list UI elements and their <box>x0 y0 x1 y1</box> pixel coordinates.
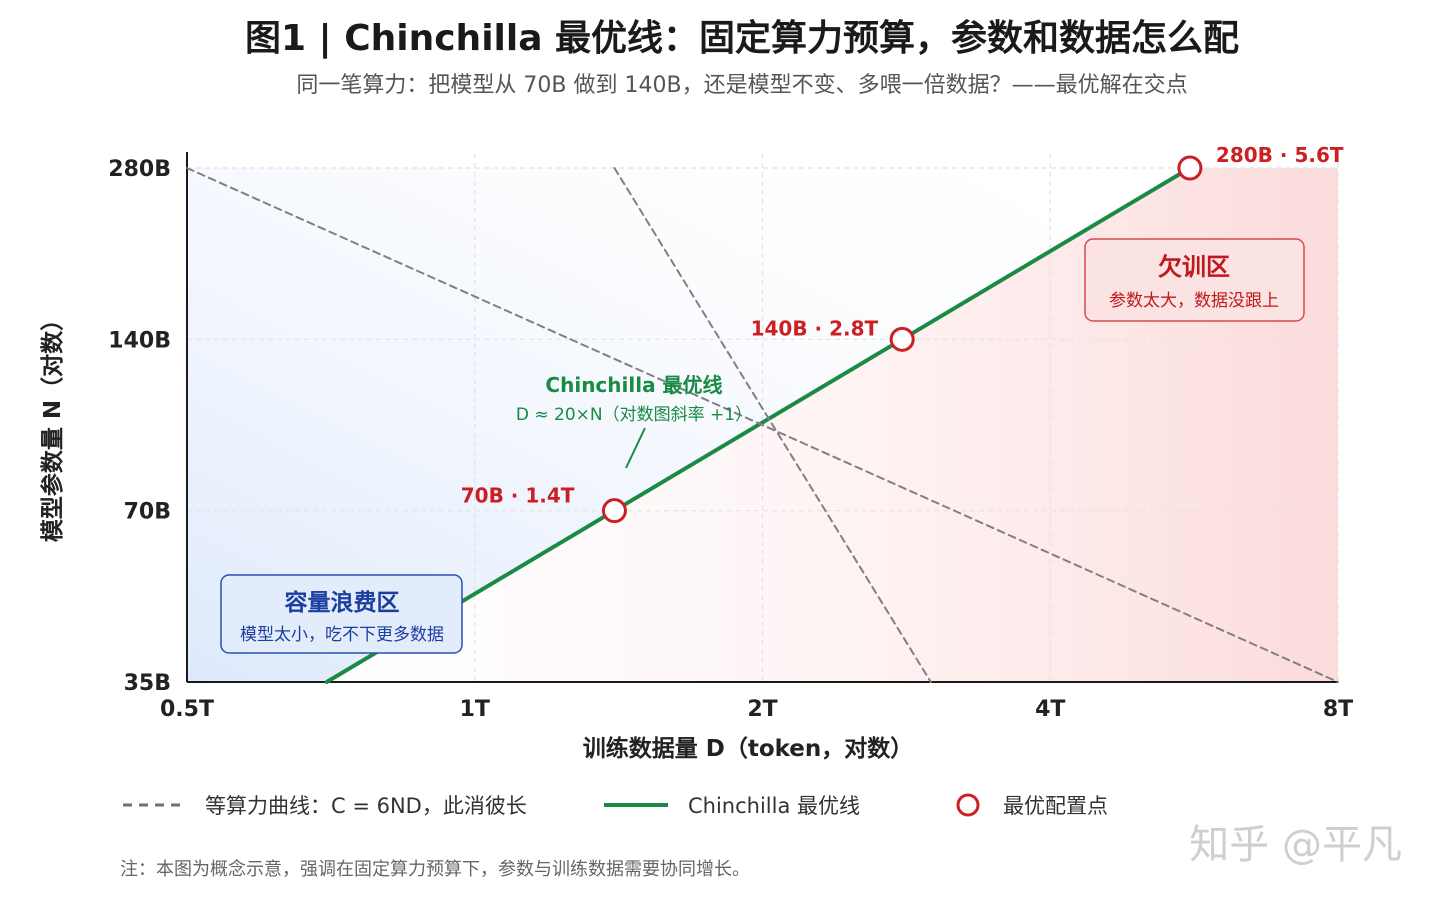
y-tick-label: 140B <box>108 328 171 353</box>
optimal-line-pointer <box>625 427 646 469</box>
y-tick-label: 280B <box>108 157 171 182</box>
footnote: 注：本图为概念示意，强调在固定算力预算下，参数与训练数据需要协同增长。 <box>120 858 750 880</box>
waste-box <box>220 574 463 654</box>
x-tick-label: 0.5T <box>160 697 214 722</box>
legend-isoflop-label: 等算力曲线：C = 6ND，此消彼长 <box>205 794 527 818</box>
x-tick-label: 8T <box>1323 697 1353 722</box>
optimal-point <box>889 326 915 352</box>
optimal-point-label: 140B · 2.8T <box>751 316 879 340</box>
points-layer: 70B · 1.4T 140B · 2.8T 280B · 5.6T <box>461 143 1344 524</box>
isoflop-curve <box>613 167 932 683</box>
waste-callout: 容量浪费区 模型太小，吃不下更多数据 <box>220 574 463 654</box>
legend-point-label: 最优配置点 <box>1003 794 1108 818</box>
waste-title: 容量浪费区 <box>285 589 400 616</box>
optimal-point <box>601 498 627 524</box>
legend: 等算力曲线：C = 6ND，此消彼长 Chinchilla 最优线 最优配置点 <box>123 793 1108 818</box>
waste-region <box>187 168 1190 682</box>
axes-layer: 0.5T 1T 2T 4T 8T 35B 70B 140B 280B <box>108 152 1353 722</box>
y-tick-label: 70B <box>124 500 171 525</box>
optimal-point <box>1177 155 1203 181</box>
watermark: 知乎 @平凡 <box>1189 822 1402 868</box>
waste-desc: 模型太小，吃不下更多数据 <box>240 625 444 645</box>
undertrained-title: 欠训区 <box>1158 253 1230 281</box>
series-layer <box>186 166 1339 684</box>
undertrained-box <box>1084 238 1305 322</box>
x-tick-label: 4T <box>1035 697 1065 722</box>
x-tick-label: 1T <box>460 697 490 722</box>
chart-title: 图1 | Chinchilla 最优线：固定算力预算，参数和数据怎么配 <box>245 18 1239 59</box>
grid-layer <box>187 154 1339 682</box>
x-tick-label: 2T <box>747 697 777 722</box>
legend-optimal-label: Chinchilla 最优线 <box>688 794 860 818</box>
optimal-point-label: 280B · 5.6T <box>1216 143 1344 167</box>
optimal-line-title: Chinchilla 最优线 <box>545 373 722 397</box>
legend-point-swatch <box>956 793 980 817</box>
isoflop-curve <box>186 167 1339 683</box>
undertrained-desc: 参数太大，数据没跟上 <box>1109 291 1279 311</box>
x-axis-label: 训练数据量 D（token，对数） <box>583 735 914 762</box>
y-axis-label: 模型参数量 N（对数） <box>39 308 66 542</box>
optimal-line-formula: D ≈ 20×N（对数图斜率 +1） <box>516 405 752 425</box>
chart-subtitle: 同一笔算力：把模型从 70B 做到 140B，还是模型不变、多喂一倍数据？——最… <box>296 73 1187 98</box>
y-tick-label: 35B <box>124 671 171 696</box>
optimal-point-label: 70B · 1.4T <box>461 484 575 508</box>
optimal-line <box>324 166 1192 684</box>
undertrained-callout: 欠训区 参数太大，数据没跟上 <box>1084 238 1305 322</box>
